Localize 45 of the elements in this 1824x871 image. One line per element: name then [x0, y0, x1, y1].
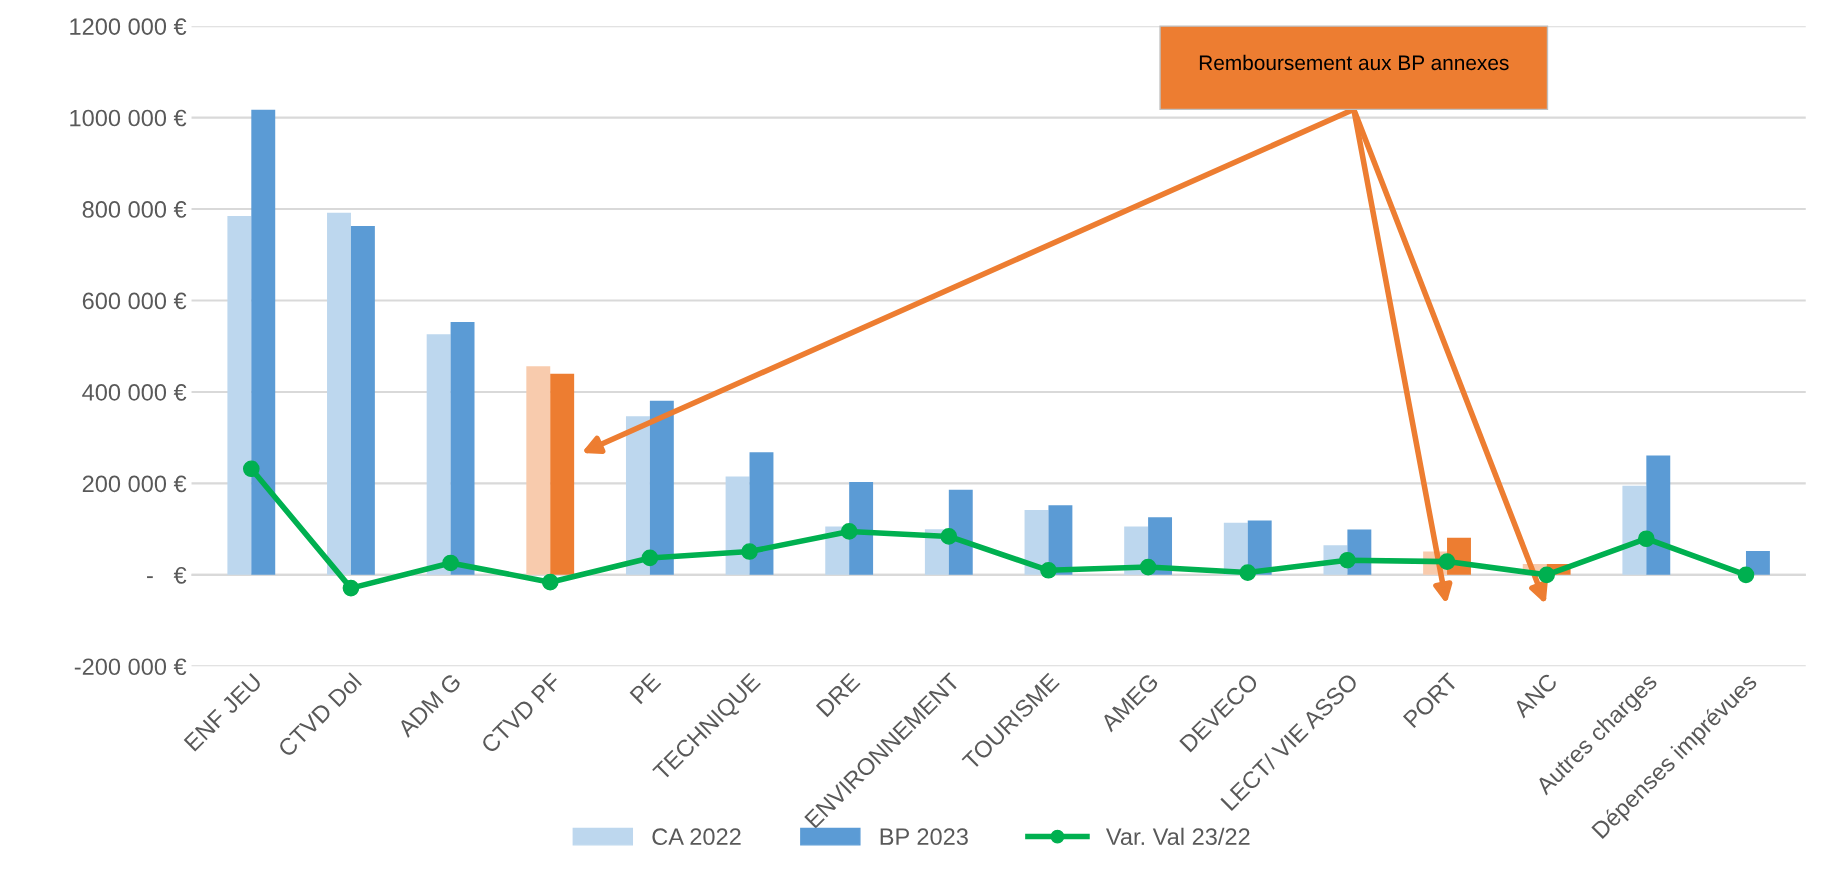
y-tick-label: -200 000 €	[74, 658, 187, 676]
point	[840, 523, 858, 540]
bar	[749, 452, 774, 575]
bar	[550, 373, 575, 575]
legend-label: CA 2022	[652, 828, 741, 846]
bar	[649, 400, 674, 575]
point	[741, 543, 758, 560]
legend-label: BP 2023	[880, 828, 968, 846]
bar	[1622, 485, 1647, 575]
bar	[526, 366, 551, 575]
bar	[1646, 455, 1671, 575]
y-tick-label: 600 000 €	[82, 292, 187, 310]
bar	[251, 109, 276, 575]
y-tick-label: 200 000 €	[82, 475, 187, 493]
bar	[327, 212, 351, 575]
point	[1239, 564, 1257, 581]
bar	[350, 225, 375, 575]
bar	[948, 489, 973, 575]
point	[442, 554, 459, 572]
bar	[227, 215, 252, 575]
annotation: Remboursement aux BP annexes	[1199, 54, 1509, 71]
point	[242, 460, 260, 478]
y-tick-label: - €	[147, 566, 187, 584]
bar	[1745, 551, 1770, 575]
legend-label: Var. Val 23/22	[1105, 827, 1250, 846]
point	[1538, 566, 1556, 584]
y-tick-label: 400 000 €	[82, 384, 187, 401]
y-tick-label: 800 000 €	[82, 201, 187, 218]
point	[940, 528, 958, 545]
point	[1438, 553, 1456, 570]
point	[1139, 558, 1157, 576]
bar	[625, 416, 650, 575]
point	[1339, 551, 1356, 569]
point	[541, 573, 559, 591]
y-tick-label: 1200 000 €	[70, 18, 187, 35]
bar	[426, 334, 451, 575]
point	[342, 579, 360, 597]
y-tick-label: 1000 000 €	[70, 109, 187, 127]
bar	[725, 476, 750, 575]
bar	[849, 482, 874, 575]
point	[1637, 530, 1655, 548]
point	[1737, 566, 1755, 584]
bar	[450, 321, 475, 575]
point	[641, 549, 659, 567]
point	[1040, 561, 1057, 579]
